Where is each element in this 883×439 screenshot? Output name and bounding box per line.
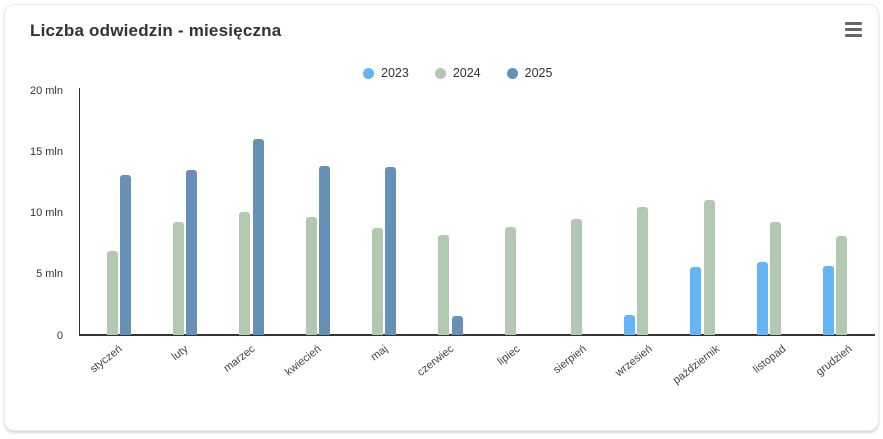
- bar-2025-marzec[interactable]: [252, 138, 264, 336]
- legend-item-2023[interactable]: 2023: [363, 66, 409, 80]
- y-tick-label: 0: [56, 329, 63, 342]
- legend-label: 2024: [452, 66, 481, 80]
- context-menu-button[interactable]: [843, 18, 867, 40]
- bar-2024-czerwiec[interactable]: [438, 235, 450, 336]
- y-tick-label: 15 mln: [29, 146, 63, 159]
- bar-2024-kwiecień[interactable]: [305, 216, 317, 336]
- bar-2025-kwiecień[interactable]: [318, 165, 330, 336]
- legend-marker-icon: [434, 67, 446, 79]
- hamburger-icon: [845, 27, 862, 31]
- bar-2024-sierpień[interactable]: [571, 219, 582, 336]
- bar-2024-październik[interactable]: [703, 199, 715, 336]
- y-tick-label: 10 mln: [29, 207, 63, 220]
- legend-item-2024[interactable]: 2024: [434, 66, 481, 80]
- legend-marker-icon: [363, 67, 374, 79]
- bar-2025-maj[interactable]: [385, 166, 397, 336]
- y-tick-label: 20 mln: [29, 85, 63, 97]
- legend-marker-icon: [506, 67, 518, 79]
- legend-label: 2025: [524, 66, 553, 80]
- bar-2023-listopad[interactable]: [756, 262, 768, 336]
- bar-2024-maj[interactable]: [372, 227, 383, 336]
- bar-2025-czerwiec[interactable]: [451, 315, 463, 336]
- bar-2024-styczeń[interactable]: [106, 251, 118, 336]
- bar-2024-lipiec[interactable]: [504, 226, 516, 336]
- bar-2025-styczeń[interactable]: [119, 175, 131, 336]
- bar-2023-grudzień[interactable]: [823, 265, 835, 336]
- hamburger-icon: [845, 21, 862, 25]
- bar-2024-marzec[interactable]: [239, 212, 251, 336]
- hamburger-icon: [845, 33, 862, 37]
- bar-2025-luty[interactable]: [186, 170, 198, 336]
- legend-label: 2023: [381, 66, 409, 80]
- bar-2023-wrzesień[interactable]: [624, 314, 636, 336]
- bar-2023-październik[interactable]: [690, 267, 702, 336]
- chart-title: Liczba odwiedzin - miesięczna: [30, 21, 282, 40]
- plot-area: [79, 88, 875, 336]
- bar-2024-wrzesień[interactable]: [637, 207, 649, 336]
- legend: 2023 2024 2025: [363, 66, 552, 80]
- y-tick-label: 5 mln: [36, 268, 63, 281]
- bar-2024-listopad[interactable]: [770, 221, 781, 336]
- legend-item-2025[interactable]: 2025: [506, 66, 553, 80]
- bar-2024-luty[interactable]: [173, 221, 184, 336]
- bar-2024-grudzień[interactable]: [836, 236, 848, 336]
